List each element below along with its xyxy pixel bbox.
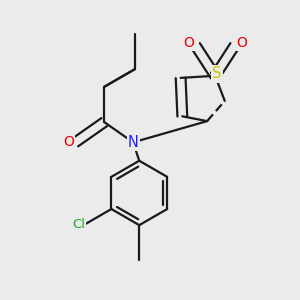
Text: O: O [236, 36, 247, 50]
Text: Cl: Cl [72, 218, 85, 231]
Text: O: O [63, 135, 74, 149]
Text: O: O [184, 36, 194, 50]
Text: S: S [212, 66, 222, 81]
Text: N: N [128, 135, 139, 150]
